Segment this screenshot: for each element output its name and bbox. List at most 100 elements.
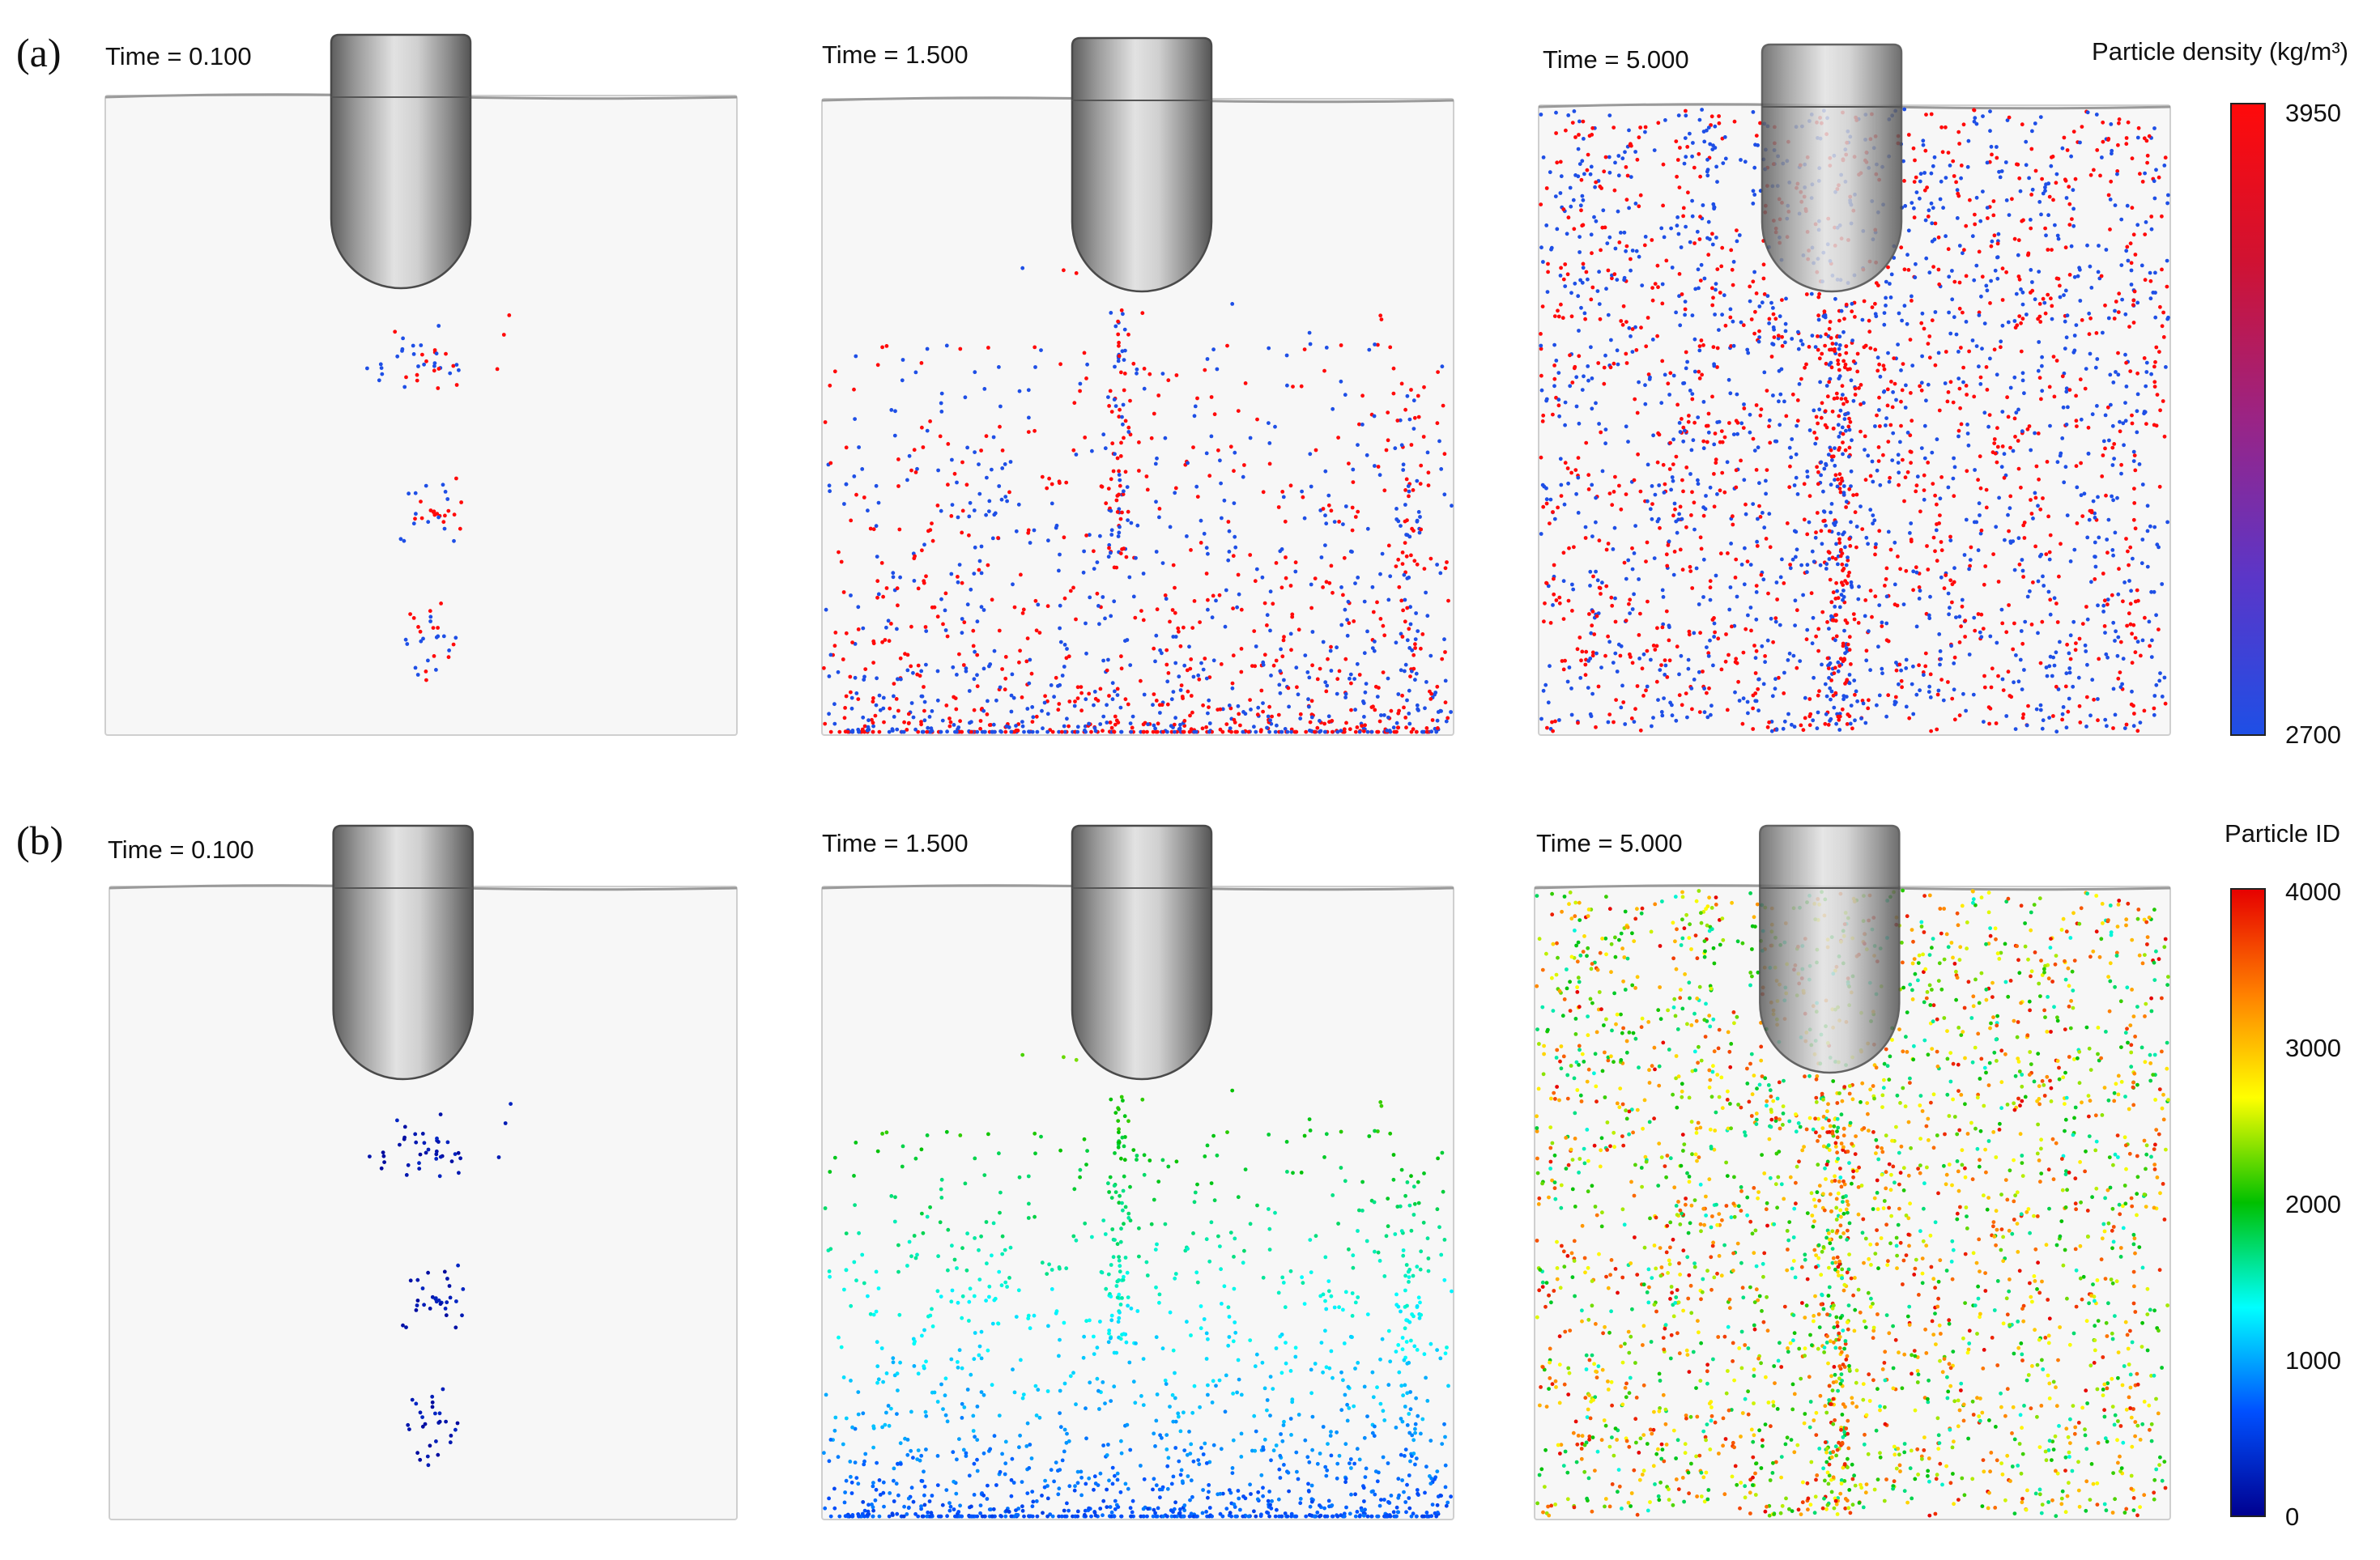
particle — [1576, 456, 1581, 460]
particle — [1572, 227, 1577, 232]
particle — [1209, 434, 1214, 439]
particle — [1582, 172, 1586, 176]
particle — [2102, 598, 2107, 603]
particle — [1118, 483, 1122, 488]
particle — [2061, 405, 2066, 410]
particle — [941, 1407, 945, 1411]
particle — [1120, 510, 1124, 515]
particle — [1580, 193, 1585, 198]
particle — [418, 1457, 423, 1462]
particle — [1558, 191, 1563, 195]
particle — [1841, 532, 1846, 537]
particle — [1341, 1307, 1345, 1312]
particle — [420, 1415, 424, 1419]
particle — [2131, 623, 2136, 627]
particle — [1556, 371, 1561, 375]
particle — [1154, 699, 1159, 703]
particle — [1685, 359, 1690, 364]
particle — [1200, 726, 1205, 731]
particle — [1119, 666, 1124, 671]
particle — [1807, 697, 1812, 701]
particle — [1357, 422, 1361, 427]
particle — [2164, 365, 2168, 369]
particle — [1815, 511, 1820, 515]
particle — [2004, 714, 2009, 718]
particle — [1697, 344, 1702, 348]
particle — [1901, 159, 1905, 164]
particle — [973, 1156, 977, 1161]
particle — [2132, 289, 2137, 294]
particle — [2109, 122, 2114, 126]
particle — [930, 538, 935, 543]
particle — [2037, 302, 2042, 306]
particle — [1925, 185, 1930, 190]
particle — [1016, 502, 1021, 507]
particle — [1859, 716, 1863, 720]
particle — [1198, 1405, 1202, 1409]
particle — [1705, 645, 1709, 649]
particle — [2021, 575, 2026, 579]
particle — [2056, 236, 2061, 241]
particle — [2043, 226, 2048, 231]
particle — [1884, 295, 1888, 300]
particle — [1619, 507, 1624, 512]
particle — [2033, 168, 2038, 173]
particle — [979, 1390, 984, 1394]
particle — [1182, 1448, 1187, 1452]
particle — [1787, 445, 1792, 450]
particle — [1349, 681, 1353, 686]
particle — [1556, 308, 1560, 313]
particle — [1033, 1151, 1037, 1156]
particle — [1839, 308, 1844, 313]
particle — [1177, 629, 1181, 634]
particle — [982, 387, 987, 391]
particle — [1217, 1378, 1222, 1383]
particle — [2029, 498, 2033, 502]
particle — [424, 678, 428, 682]
particle — [442, 1269, 447, 1274]
particle — [1157, 703, 1162, 708]
particle — [2036, 504, 2040, 508]
particle — [1449, 710, 1453, 714]
particle — [849, 1480, 854, 1485]
particle — [980, 729, 985, 734]
particle — [2105, 597, 2110, 601]
particle — [1436, 370, 1440, 374]
particle — [857, 445, 861, 449]
particle — [1236, 703, 1241, 708]
particle — [1204, 1357, 1209, 1361]
particle — [928, 528, 933, 533]
particle — [1404, 725, 1408, 730]
particle — [1351, 480, 1356, 484]
particle — [2105, 405, 2110, 410]
particle — [1396, 1510, 1401, 1515]
particle — [1565, 466, 1570, 470]
particle — [1911, 588, 1916, 593]
particle — [2063, 465, 2068, 470]
particle — [1280, 490, 1285, 494]
particle — [1407, 489, 1411, 494]
particle — [1225, 343, 1229, 348]
particle — [1597, 270, 1601, 274]
particle — [1092, 690, 1097, 694]
particle — [1954, 615, 1958, 619]
particle — [1563, 423, 1567, 427]
particle — [1696, 267, 1701, 272]
particle — [898, 656, 903, 661]
particle — [2062, 480, 2067, 485]
particle — [2152, 364, 2156, 369]
particle — [2095, 357, 2100, 361]
particle — [1328, 648, 1333, 653]
particle — [445, 497, 450, 501]
particle — [1156, 393, 1161, 397]
particle — [1617, 483, 1621, 488]
particle — [1200, 1511, 1205, 1515]
particle — [1919, 388, 1924, 393]
particle — [1844, 302, 1849, 307]
particle — [2078, 377, 2083, 382]
particle — [1666, 543, 1671, 547]
particle — [1142, 367, 1147, 371]
particle — [1939, 678, 1944, 682]
particle — [1833, 557, 1838, 561]
particle — [411, 352, 416, 356]
